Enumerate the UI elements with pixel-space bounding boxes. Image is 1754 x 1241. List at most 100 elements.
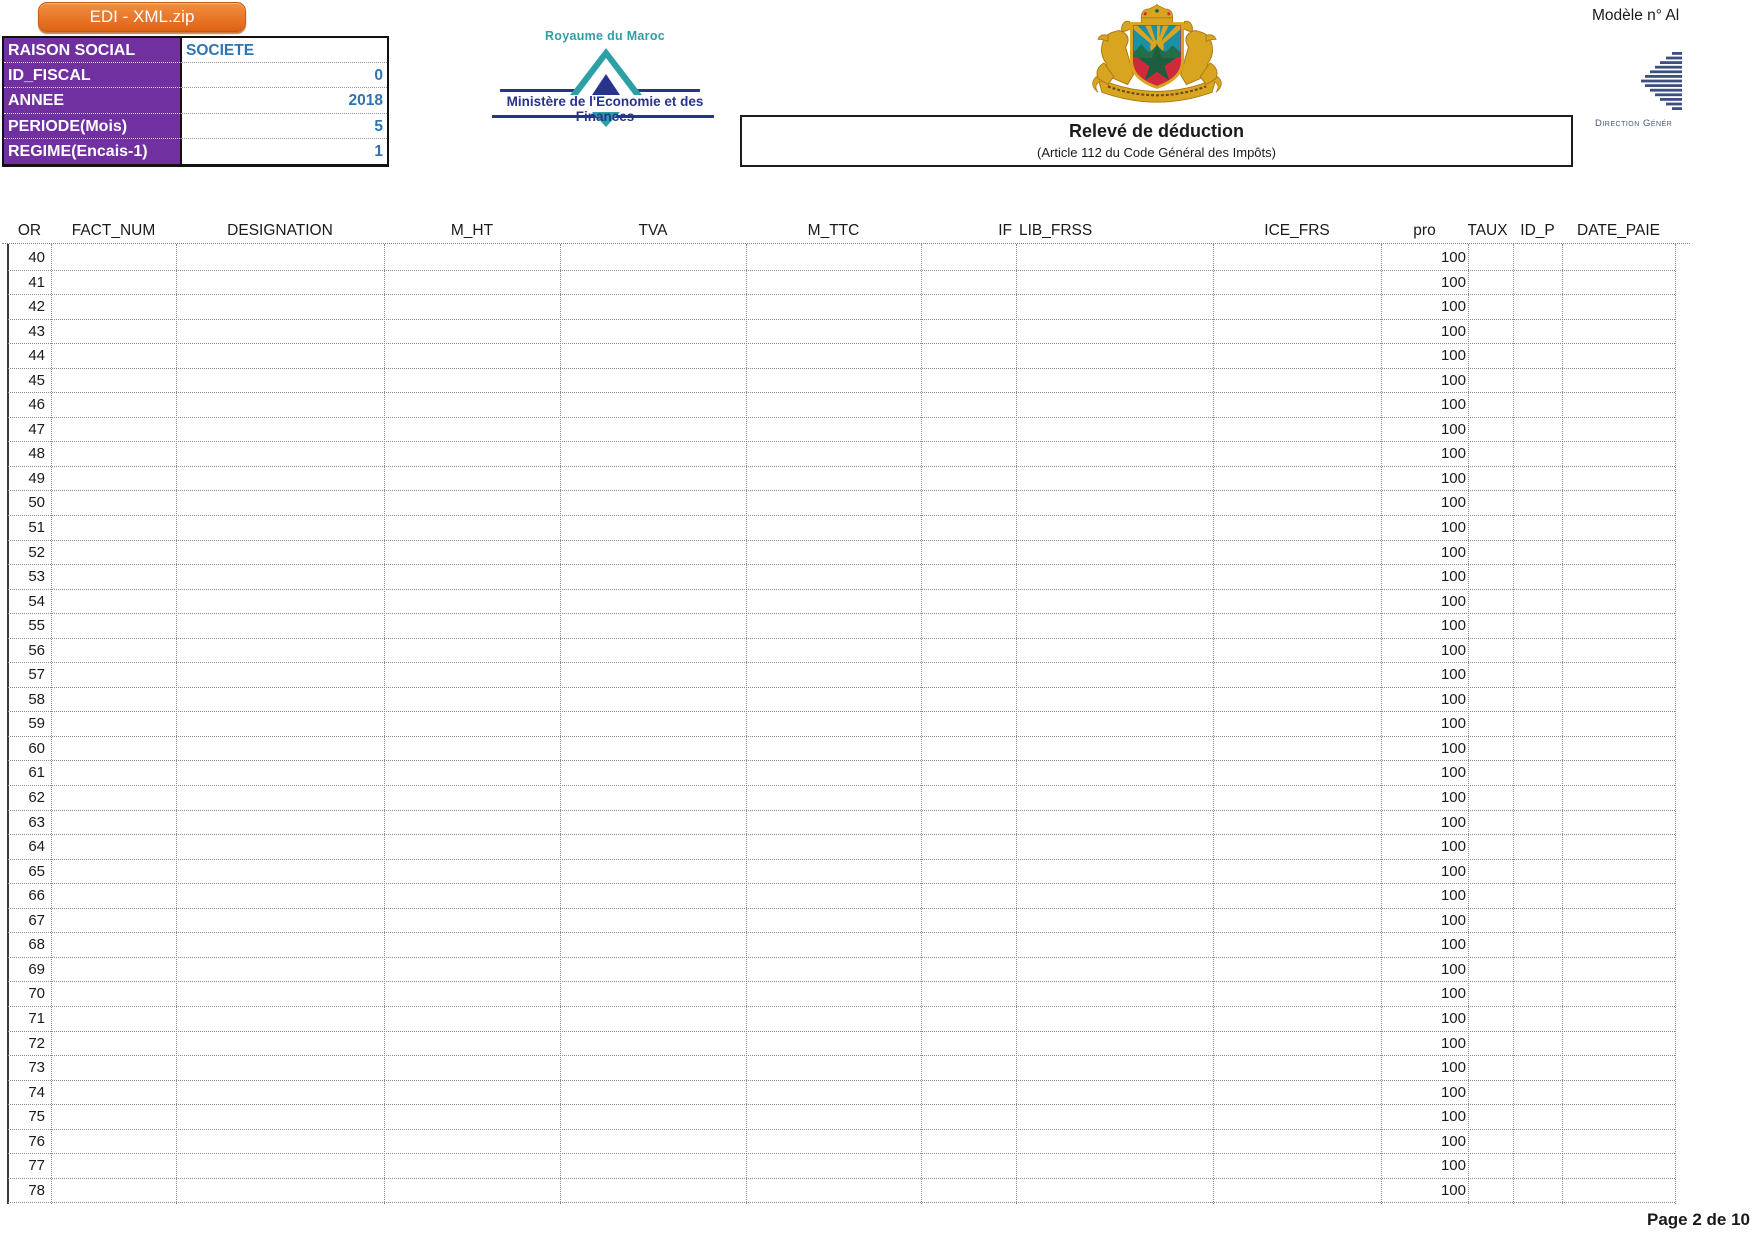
column-header-tva[interactable]: TVA	[638, 222, 668, 239]
edi-export-button[interactable]: EDI - XML.zip	[38, 2, 246, 32]
cell-or[interactable]: 69	[28, 960, 45, 978]
cell-or[interactable]: 66	[28, 887, 45, 905]
table-row[interactable]: 55 100	[8, 614, 1675, 639]
cell-pro[interactable]: 100	[1440, 641, 1466, 659]
cell-or[interactable]: 53	[28, 568, 45, 586]
cell-pro[interactable]: 100	[1440, 543, 1466, 561]
cell-pro[interactable]: 100	[1440, 420, 1466, 438]
column-header-id_p[interactable]: ID_P	[1520, 222, 1555, 239]
cell-pro[interactable]: 100	[1440, 519, 1466, 537]
cell-pro[interactable]: 100	[1440, 764, 1466, 782]
cell-or[interactable]: 45	[28, 371, 45, 389]
column-header-pro[interactable]: pro	[1413, 222, 1436, 239]
cell-pro[interactable]: 100	[1440, 1059, 1466, 1077]
table-row[interactable]: 54 100	[8, 590, 1675, 615]
cell-or[interactable]: 46	[28, 396, 45, 414]
cell-pro[interactable]: 100	[1440, 862, 1466, 880]
cell-pro[interactable]: 100	[1440, 322, 1466, 340]
cell-or[interactable]: 52	[28, 543, 45, 561]
cell-pro[interactable]: 100	[1440, 617, 1466, 635]
cell-pro[interactable]: 100	[1440, 1034, 1466, 1052]
cell-pro[interactable]: 100	[1440, 911, 1466, 929]
cell-pro[interactable]: 100	[1440, 592, 1466, 610]
cell-or[interactable]: 58	[28, 690, 45, 708]
info-value[interactable]: 1	[180, 138, 387, 164]
cell-or[interactable]: 41	[28, 273, 45, 291]
column-header-date_paie[interactable]: DATE_PAIE	[1577, 222, 1660, 239]
cell-pro[interactable]: 100	[1440, 249, 1466, 266]
cell-pro[interactable]: 100	[1440, 666, 1466, 684]
table-row[interactable]: 68 100	[8, 933, 1675, 958]
cell-pro[interactable]: 100	[1440, 1157, 1466, 1175]
table-row[interactable]: 73 100	[8, 1056, 1675, 1081]
table-row[interactable]: 52 100	[8, 541, 1675, 566]
cell-pro[interactable]: 100	[1440, 347, 1466, 365]
cell-or[interactable]: 49	[28, 469, 45, 487]
cell-pro[interactable]: 100	[1440, 936, 1466, 954]
cell-or[interactable]: 59	[28, 715, 45, 733]
column-header-m_ht[interactable]: M_HT	[450, 222, 494, 239]
cell-pro[interactable]: 100	[1440, 1132, 1466, 1150]
table-row[interactable]: 59 100	[8, 712, 1675, 737]
info-value[interactable]: SOCIETE	[180, 38, 387, 64]
column-header-designation[interactable]: DESIGNATION	[227, 222, 333, 239]
cell-or[interactable]: 61	[28, 764, 45, 782]
cell-or[interactable]: 78	[28, 1181, 45, 1199]
table-row[interactable]: 63 100	[8, 811, 1675, 836]
cell-pro[interactable]: 100	[1440, 985, 1466, 1003]
cell-or[interactable]: 48	[28, 445, 45, 463]
cell-pro[interactable]: 100	[1440, 838, 1466, 856]
cell-pro[interactable]: 100	[1440, 813, 1466, 831]
table-row[interactable]: 44 100	[8, 344, 1675, 369]
cell-or[interactable]: 42	[28, 298, 45, 316]
table-row[interactable]: 53 100	[8, 565, 1675, 590]
info-value[interactable]: 2018	[180, 88, 387, 114]
cell-or[interactable]: 72	[28, 1034, 45, 1052]
table-row[interactable]: 64 100	[8, 835, 1675, 860]
cell-or[interactable]: 62	[28, 789, 45, 807]
cell-pro[interactable]: 100	[1440, 469, 1466, 487]
cell-or[interactable]: 60	[28, 739, 45, 757]
column-header-or[interactable]: OR	[17, 222, 42, 239]
table-row[interactable]: 74 100	[8, 1081, 1675, 1106]
cell-pro[interactable]: 100	[1440, 739, 1466, 757]
cell-or[interactable]: 73	[28, 1059, 45, 1077]
cell-pro[interactable]: 100	[1440, 715, 1466, 733]
table-row[interactable]: 66 100	[8, 884, 1675, 909]
cell-or[interactable]: 54	[28, 592, 45, 610]
table-row[interactable]: 69 100	[8, 958, 1675, 983]
info-value[interactable]: 5	[180, 113, 387, 139]
table-row[interactable]: 76 100	[8, 1130, 1675, 1155]
table-row[interactable]: 40 100	[8, 246, 1675, 271]
cell-or[interactable]: 40	[28, 249, 45, 266]
cell-pro[interactable]: 100	[1440, 1108, 1466, 1126]
table-row[interactable]: 75 100	[8, 1105, 1675, 1130]
table-row[interactable]: 72 100	[8, 1032, 1675, 1057]
table-row[interactable]: 61 100	[8, 761, 1675, 787]
cell-or[interactable]: 43	[28, 322, 45, 340]
table-row[interactable]: 71 100	[8, 1007, 1675, 1032]
cell-or[interactable]: 74	[28, 1083, 45, 1101]
cell-pro[interactable]: 100	[1440, 960, 1466, 978]
cell-or[interactable]: 64	[28, 838, 45, 856]
table-row[interactable]: 56 100	[8, 639, 1675, 664]
cell-pro[interactable]: 100	[1440, 273, 1466, 291]
cell-pro[interactable]: 100	[1440, 690, 1466, 708]
cell-or[interactable]: 63	[28, 813, 45, 831]
table-row[interactable]: 43 100	[8, 320, 1675, 345]
column-header-fact_num[interactable]: FACT_NUM	[71, 222, 156, 239]
column-header-ice_frs[interactable]: ICE_FRS	[1264, 222, 1330, 239]
cell-pro[interactable]: 100	[1440, 789, 1466, 807]
table-row[interactable]: 60 100	[8, 737, 1675, 762]
column-header-if[interactable]: IF	[998, 222, 1012, 239]
column-header-taux[interactable]: TAUX	[1468, 222, 1508, 239]
cell-or[interactable]: 44	[28, 347, 45, 365]
cell-pro[interactable]: 100	[1440, 568, 1466, 586]
cell-or[interactable]: 67	[28, 911, 45, 929]
column-header-lib_frss[interactable]: LIB_FRSS	[1019, 222, 1093, 239]
cell-pro[interactable]: 100	[1440, 1009, 1466, 1027]
cell-or[interactable]: 55	[28, 617, 45, 635]
table-row[interactable]: 50 100	[8, 491, 1675, 517]
cell-pro[interactable]: 100	[1440, 887, 1466, 905]
table-row[interactable]: 48 100	[8, 442, 1675, 467]
